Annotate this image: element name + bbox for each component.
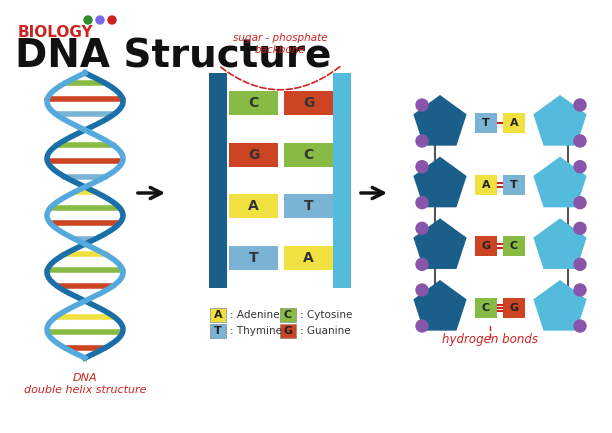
Text: : Thymine: : Thymine: [230, 326, 282, 336]
Text: G: G: [482, 241, 491, 251]
Text: A: A: [248, 199, 259, 213]
Circle shape: [574, 99, 586, 111]
Text: C: C: [284, 310, 292, 320]
Circle shape: [574, 320, 586, 332]
Circle shape: [84, 16, 92, 24]
Text: DNA Structure: DNA Structure: [15, 38, 331, 76]
FancyBboxPatch shape: [475, 236, 497, 256]
FancyBboxPatch shape: [475, 174, 497, 195]
FancyBboxPatch shape: [209, 73, 227, 288]
FancyBboxPatch shape: [284, 91, 333, 115]
Circle shape: [574, 284, 586, 296]
Polygon shape: [413, 95, 466, 145]
Polygon shape: [413, 157, 466, 207]
Circle shape: [416, 259, 428, 270]
Text: BIOLOGY: BIOLOGY: [18, 25, 94, 40]
Polygon shape: [534, 95, 587, 145]
FancyBboxPatch shape: [475, 298, 497, 318]
Text: : Cytosine: : Cytosine: [300, 310, 353, 320]
Text: C: C: [248, 96, 259, 110]
Text: C: C: [510, 241, 518, 251]
Text: A: A: [510, 118, 518, 128]
Text: hydrogen bonds: hydrogen bonds: [442, 333, 538, 346]
Polygon shape: [534, 218, 587, 269]
Text: T: T: [248, 251, 258, 265]
FancyBboxPatch shape: [210, 324, 226, 338]
Text: : Adenine: : Adenine: [230, 310, 280, 320]
Circle shape: [574, 259, 586, 270]
FancyBboxPatch shape: [229, 246, 278, 270]
Circle shape: [416, 99, 428, 111]
Text: sugar - phosphate
backbone: sugar - phosphate backbone: [233, 33, 327, 55]
Text: C: C: [304, 148, 313, 162]
FancyBboxPatch shape: [333, 73, 351, 288]
Circle shape: [416, 135, 428, 147]
Circle shape: [574, 161, 586, 173]
Text: A: A: [482, 180, 490, 190]
FancyBboxPatch shape: [475, 113, 497, 133]
Circle shape: [574, 197, 586, 209]
FancyBboxPatch shape: [503, 236, 525, 256]
FancyBboxPatch shape: [229, 194, 278, 218]
FancyBboxPatch shape: [284, 194, 333, 218]
Text: T: T: [510, 180, 518, 190]
Circle shape: [416, 161, 428, 173]
Circle shape: [416, 197, 428, 209]
FancyBboxPatch shape: [280, 324, 296, 338]
Text: T: T: [482, 118, 490, 128]
Polygon shape: [413, 218, 466, 269]
Text: : Guanine: : Guanine: [300, 326, 351, 336]
Circle shape: [574, 222, 586, 234]
Circle shape: [108, 16, 116, 24]
FancyBboxPatch shape: [284, 142, 333, 167]
Text: G: G: [509, 303, 518, 313]
Text: A: A: [303, 251, 314, 265]
FancyBboxPatch shape: [503, 174, 525, 195]
Polygon shape: [413, 280, 466, 331]
Circle shape: [416, 222, 428, 234]
Text: T: T: [214, 326, 222, 336]
Text: G: G: [248, 148, 259, 162]
FancyBboxPatch shape: [503, 113, 525, 133]
Text: T: T: [304, 199, 313, 213]
FancyBboxPatch shape: [210, 308, 226, 322]
FancyBboxPatch shape: [280, 308, 296, 322]
Text: C: C: [482, 303, 490, 313]
FancyBboxPatch shape: [229, 91, 278, 115]
Text: G: G: [283, 326, 293, 336]
Circle shape: [574, 135, 586, 147]
Text: A: A: [214, 310, 222, 320]
Polygon shape: [534, 157, 587, 207]
FancyBboxPatch shape: [284, 246, 333, 270]
FancyBboxPatch shape: [229, 142, 278, 167]
Circle shape: [416, 320, 428, 332]
Circle shape: [416, 284, 428, 296]
Text: DNA
double helix structure: DNA double helix structure: [24, 373, 146, 394]
Polygon shape: [534, 280, 587, 331]
Circle shape: [96, 16, 104, 24]
FancyBboxPatch shape: [503, 298, 525, 318]
Text: G: G: [303, 96, 314, 110]
